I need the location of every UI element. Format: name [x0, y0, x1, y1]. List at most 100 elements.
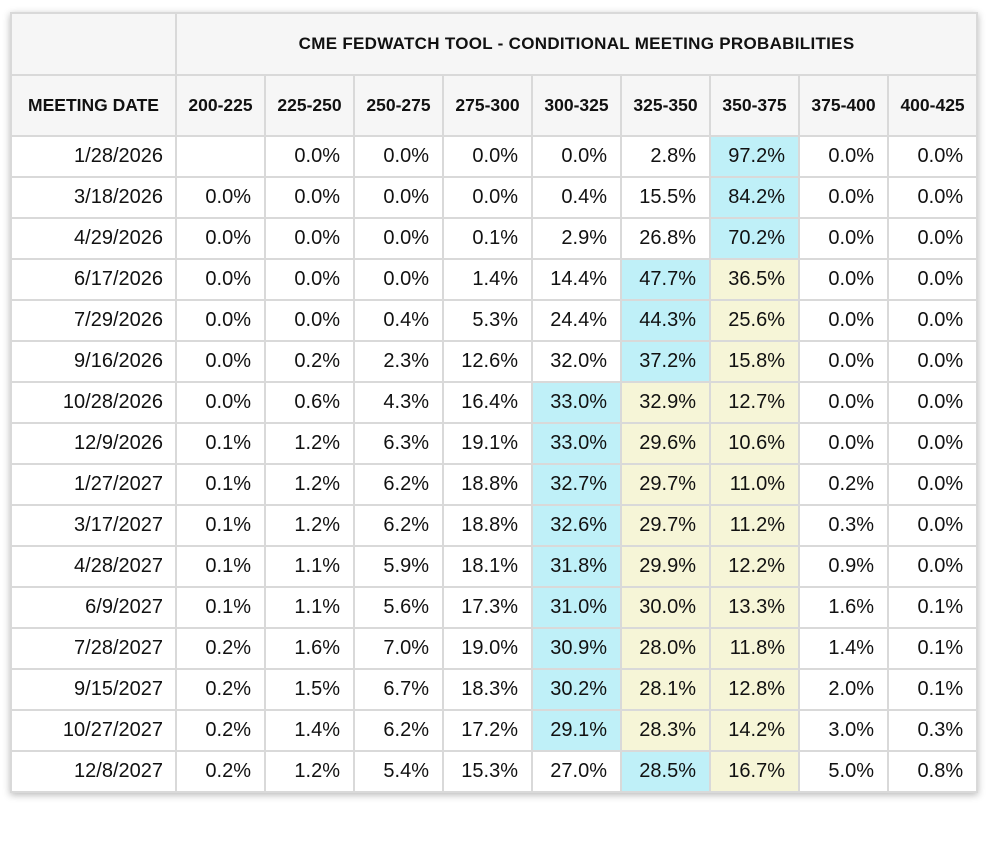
probability-cell: 0.0%	[264, 217, 355, 260]
probability-cell: 0.0%	[886, 463, 979, 506]
title-row: CME FEDWATCH TOOL - CONDITIONAL MEETING …	[10, 12, 979, 76]
probability-cell: 13.3%	[709, 586, 800, 629]
probability-cell: 37.2%	[620, 340, 711, 383]
probability-cell: 0.0%	[798, 340, 889, 383]
probability-cell: 0.0%	[353, 217, 444, 260]
probability-cell: 32.7%	[531, 463, 622, 506]
probability-cell: 0.4%	[353, 299, 444, 342]
probability-cell: 6.3%	[353, 422, 444, 465]
meeting-date-cell: 6/17/2026	[10, 258, 177, 301]
probability-cell	[175, 135, 266, 178]
probability-cell: 84.2%	[709, 176, 800, 219]
probability-cell: 1.5%	[264, 668, 355, 711]
probability-cell: 5.3%	[442, 299, 533, 342]
table-row: 9/15/2027 0.2% 1.5% 6.7% 18.3% 30.2% 28.1% 12.8…	[10, 668, 979, 711]
probability-cell: 14.2%	[709, 709, 800, 752]
meeting-date-cell: 9/16/2026	[10, 340, 177, 383]
fedwatch-table: CME FEDWATCH TOOL - CONDITIONAL MEETING …	[10, 12, 979, 793]
corner-cell	[10, 12, 177, 76]
probability-cell: 15.5%	[620, 176, 711, 219]
probability-cell: 11.8%	[709, 627, 800, 670]
table-row: 6/17/2026 0.0% 0.0% 0.0% 1.4% 14.4% 47.7% 36.5%…	[10, 258, 979, 301]
probability-cell: 0.0%	[798, 135, 889, 178]
probability-cell: 0.0%	[886, 504, 979, 547]
probability-cell: 0.9%	[798, 545, 889, 588]
probability-cell: 33.0%	[531, 422, 622, 465]
probability-cell: 0.2%	[175, 750, 266, 793]
probability-cell: 0.1%	[175, 504, 266, 547]
meeting-date-cell: 4/28/2027	[10, 545, 177, 588]
meeting-date-cell: 1/28/2026	[10, 135, 177, 178]
table-row: 12/8/2027 0.2% 1.2% 5.4% 15.3% 27.0% 28.5% 16.7…	[10, 750, 979, 793]
probability-cell: 0.1%	[886, 668, 979, 711]
probability-cell: 29.7%	[620, 463, 711, 506]
probability-cell: 2.9%	[531, 217, 622, 260]
probability-cell: 28.0%	[620, 627, 711, 670]
probability-cell: 7.0%	[353, 627, 444, 670]
probability-cell: 18.3%	[442, 668, 533, 711]
table-row: 6/9/2027 0.1% 1.1% 5.6% 17.3% 31.0% 30.0% 13.3%…	[10, 586, 979, 629]
table-title: CME FEDWATCH TOOL - CONDITIONAL MEETING …	[174, 12, 979, 76]
probability-cell: 0.0%	[886, 422, 979, 465]
probability-cell: 11.0%	[709, 463, 800, 506]
probability-cell: 0.1%	[442, 217, 533, 260]
probability-cell: 26.8%	[620, 217, 711, 260]
probability-cell: 0.0%	[353, 135, 444, 178]
probability-cell: 0.0%	[886, 299, 979, 342]
probability-cell: 28.5%	[620, 750, 711, 793]
probability-cell: 15.3%	[442, 750, 533, 793]
probability-cell: 0.0%	[175, 176, 266, 219]
probability-cell: 1.2%	[264, 463, 355, 506]
probability-cell: 0.0%	[175, 381, 266, 424]
rate-range-header: 275-300	[442, 74, 533, 137]
probability-cell: 47.7%	[620, 258, 711, 301]
table-row: 12/9/2026 0.1% 1.2% 6.3% 19.1% 33.0% 29.6% 10.6…	[10, 422, 979, 465]
meeting-date-cell: 4/29/2026	[10, 217, 177, 260]
probability-cell: 6.7%	[353, 668, 444, 711]
probability-cell: 1.4%	[442, 258, 533, 301]
table-row: 10/27/2027 0.2% 1.4% 6.2% 17.2% 29.1% 28.3% 14.…	[10, 709, 979, 752]
probability-cell: 12.7%	[709, 381, 800, 424]
probability-cell: 0.1%	[175, 422, 266, 465]
probability-cell: 29.7%	[620, 504, 711, 547]
table-row: 1/28/2026 0.0% 0.0% 0.0% 0.0% 2.8% 97.2% 0.0% 0.…	[10, 135, 979, 178]
probability-cell: 0.0%	[798, 258, 889, 301]
column-header-row: MEETING DATE 200-225 225-250 250-275 275-30…	[10, 74, 979, 137]
probability-cell: 0.0%	[175, 340, 266, 383]
probability-cell: 0.4%	[531, 176, 622, 219]
meeting-date-cell: 10/28/2026	[10, 381, 177, 424]
probability-cell: 3.0%	[798, 709, 889, 752]
rate-range-header: 350-375	[709, 74, 800, 137]
table-row: 4/29/2026 0.0% 0.0% 0.0% 0.1% 2.9% 26.8% 70.2% 0…	[10, 217, 979, 260]
probability-cell: 1.2%	[264, 504, 355, 547]
probability-cell: 1.6%	[798, 586, 889, 629]
probability-cell: 0.0%	[353, 258, 444, 301]
probability-cell: 0.0%	[353, 176, 444, 219]
probability-cell: 44.3%	[620, 299, 711, 342]
probability-cell: 33.0%	[531, 381, 622, 424]
probability-cell: 4.3%	[353, 381, 444, 424]
table-row: 7/29/2026 0.0% 0.0% 0.4% 5.3% 24.4% 44.3% 25.6%…	[10, 299, 979, 342]
probability-cell: 0.8%	[886, 750, 979, 793]
probability-cell: 30.9%	[531, 627, 622, 670]
probability-cell: 0.2%	[264, 340, 355, 383]
probability-cell: 30.0%	[620, 586, 711, 629]
probability-cell: 0.6%	[264, 381, 355, 424]
fedwatch-table-card: CME FEDWATCH TOOL - CONDITIONAL MEETING …	[10, 12, 979, 793]
probability-cell: 0.0%	[886, 176, 979, 219]
probability-cell: 2.3%	[353, 340, 444, 383]
probability-cell: 29.9%	[620, 545, 711, 588]
meeting-date-cell: 7/28/2027	[10, 627, 177, 670]
rate-range-header: 225-250	[264, 74, 355, 137]
meeting-date-cell: 3/17/2027	[10, 504, 177, 547]
probability-cell: 16.4%	[442, 381, 533, 424]
probability-cell: 28.3%	[620, 709, 711, 752]
probability-cell: 5.0%	[798, 750, 889, 793]
probability-cell: 0.0%	[175, 299, 266, 342]
probability-cell: 0.0%	[886, 381, 979, 424]
meeting-date-cell: 3/18/2026	[10, 176, 177, 219]
probability-cell: 0.0%	[886, 545, 979, 588]
probability-cell: 32.0%	[531, 340, 622, 383]
probability-cell: 0.0%	[886, 340, 979, 383]
probability-cell: 6.2%	[353, 504, 444, 547]
